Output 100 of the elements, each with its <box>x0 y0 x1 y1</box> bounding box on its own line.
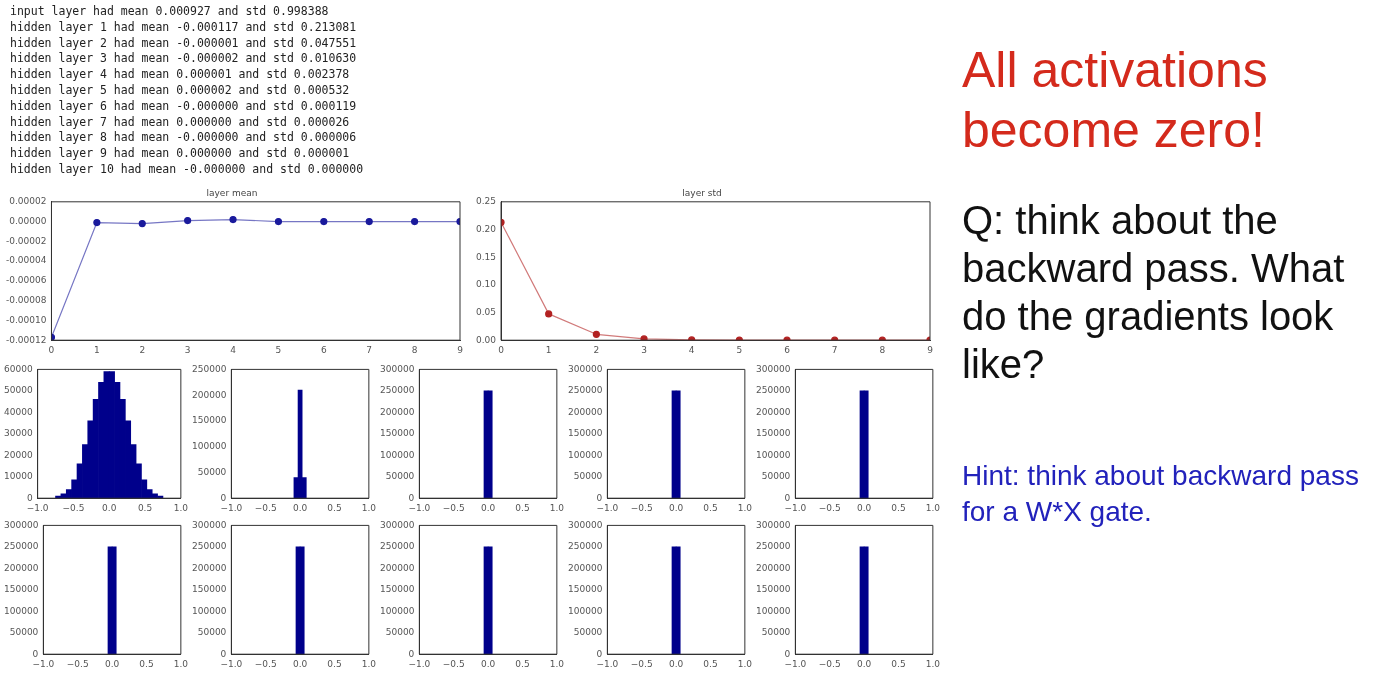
y-tick-label: 150000 <box>192 584 227 595</box>
y-tick-label: 300000 <box>568 519 603 530</box>
y-tick-label: 250000 <box>756 385 791 396</box>
y-tick-label: 200000 <box>192 562 227 573</box>
y-tick-label: 300000 <box>568 363 603 374</box>
y-tick-label: 0.00 <box>475 334 497 345</box>
y-tick-label: 0.00000 <box>9 215 47 226</box>
x-tick-label: 9 <box>457 344 464 355</box>
x-tick-label: −1.0 <box>596 658 619 669</box>
x-tick-label: −0.5 <box>62 502 85 513</box>
y-tick-label: 300000 <box>756 363 791 374</box>
x-tick-label: 1 <box>545 344 552 355</box>
y-tick-label: -0.00008 <box>6 295 47 305</box>
y-tick-label: -0.00012 <box>6 334 47 345</box>
x-tick-label: 0.0 <box>292 658 308 669</box>
chart-title: layer std <box>682 187 722 198</box>
text: hidden layer 8 had mean -0.000000 and std 0.000006 <box>10 130 358 147</box>
x-tick-label: 0.5 <box>703 658 718 669</box>
y-tick-label: 100000 <box>756 605 791 616</box>
x-tick-label: −0.5 <box>254 658 277 669</box>
x-tick-label: 1 <box>93 344 100 355</box>
y-tick-label: 20000 <box>3 449 33 460</box>
x-tick-label: 0.5 <box>327 658 342 669</box>
x-tick-label: 7 <box>831 344 838 355</box>
text: hidden layer 6 had mean -0.000000 and std 0.000119 <box>10 98 358 115</box>
y-tick-label: -0.00004 <box>6 255 47 266</box>
x-tick-label: 4 <box>230 344 237 355</box>
text: hidden layer 2 had mean -0.000001 and std 0.047551 <box>10 35 358 52</box>
y-tick-label: 200000 <box>756 406 791 417</box>
y-tick-label: 150000 <box>4 584 39 595</box>
text: hidden layer 4 had mean 0.000001 and std 0.002378 <box>10 67 351 83</box>
y-tick-label: 0 <box>26 492 33 503</box>
y-tick-label: 50000 <box>761 627 791 638</box>
text: hidden layer 3 had mean -0.000002 and std 0.010630 <box>10 51 358 68</box>
y-tick-label: 100000 <box>756 449 791 460</box>
x-tick-label: −0.5 <box>630 658 653 669</box>
y-tick-label: 250000 <box>568 385 603 396</box>
text: Q: think about the backward pass. What do the gradients look like? <box>962 197 1346 388</box>
x-tick-label: 5 <box>736 344 743 355</box>
x-tick-label: 0 <box>498 344 505 355</box>
text: hidden layer 9 had mean 0.000000 and std 0.000001 <box>10 146 351 162</box>
y-tick-label: 0 <box>596 648 603 659</box>
x-tick-label: 0.0 <box>668 658 684 669</box>
x-tick-label: 4 <box>688 344 695 355</box>
y-tick-label: 150000 <box>756 428 791 439</box>
y-tick-label: 0 <box>784 492 791 503</box>
x-tick-label: 0.5 <box>137 502 153 513</box>
x-tick-label: 0.5 <box>515 502 530 513</box>
y-tick-label: 300000 <box>756 519 791 530</box>
x-tick-label: 0.5 <box>703 502 718 513</box>
x-tick-label: −1.0 <box>220 502 243 513</box>
y-tick-label: 100000 <box>192 441 227 452</box>
x-tick-label: −0.5 <box>818 658 841 669</box>
text: Hint: think about backward pass for a W*X gate. <box>962 459 1360 529</box>
y-tick-label: 60000 <box>3 363 33 374</box>
x-tick-label: 8 <box>879 344 886 355</box>
y-tick-label: 250000 <box>756 541 791 552</box>
x-tick-label: 1.0 <box>549 502 565 513</box>
y-tick-label: 0.20 <box>475 223 497 234</box>
x-tick-label: −1.0 <box>784 658 807 669</box>
x-tick-label: −0.5 <box>66 658 89 669</box>
text: hidden layer 5 had mean 0.000002 and std 0.000532 <box>10 82 351 99</box>
x-tick-label: 0.0 <box>856 502 872 513</box>
y-tick-label: 0 <box>220 492 227 503</box>
x-tick-label: −1.0 <box>408 658 431 669</box>
y-tick-label: 50000 <box>197 627 227 638</box>
y-tick-label: 150000 <box>380 428 415 439</box>
chart-title: layer mean <box>206 187 258 198</box>
x-tick-label: −0.5 <box>442 658 465 669</box>
y-tick-label: 200000 <box>380 406 415 417</box>
text: input layer had mean 0.000927 and std 0.998388 <box>10 4 330 20</box>
y-tick-label: 0.25 <box>475 196 497 207</box>
text: hidden layer 1 had mean -0.000117 and std 0.213081 <box>10 19 358 36</box>
y-tick-label: 150000 <box>756 584 791 595</box>
x-tick-label: 6 <box>320 344 327 355</box>
y-tick-label: 0.05 <box>475 306 497 317</box>
y-tick-label: 30000 <box>3 428 33 439</box>
x-tick-label: 2 <box>593 344 600 355</box>
y-tick-label: 50000 <box>197 466 227 477</box>
y-tick-label: 200000 <box>4 562 39 573</box>
x-tick-label: −0.5 <box>818 502 841 513</box>
x-tick-label: 7 <box>366 344 373 355</box>
y-tick-label: 10000 <box>3 471 33 482</box>
y-tick-label: 0 <box>784 648 791 659</box>
x-tick-label: 0.5 <box>515 658 530 669</box>
y-tick-label: 200000 <box>380 562 415 573</box>
x-tick-label: 0.5 <box>139 658 154 669</box>
y-tick-label: 0.10 <box>475 279 497 290</box>
y-tick-label: 0.00002 <box>9 196 47 207</box>
y-tick-label: 150000 <box>568 428 603 439</box>
y-tick-label: 0 <box>596 492 603 503</box>
x-tick-label: 3 <box>641 344 647 355</box>
x-tick-label: 1.0 <box>925 502 941 513</box>
y-tick-label: 50000 <box>573 471 603 482</box>
x-tick-label: 1.0 <box>737 502 753 513</box>
x-tick-label: 0.0 <box>104 658 120 669</box>
y-tick-label: 50000 <box>9 627 39 638</box>
x-tick-label: 1.0 <box>173 502 189 513</box>
y-tick-label: 0 <box>408 648 415 659</box>
y-tick-label: 250000 <box>380 385 415 396</box>
